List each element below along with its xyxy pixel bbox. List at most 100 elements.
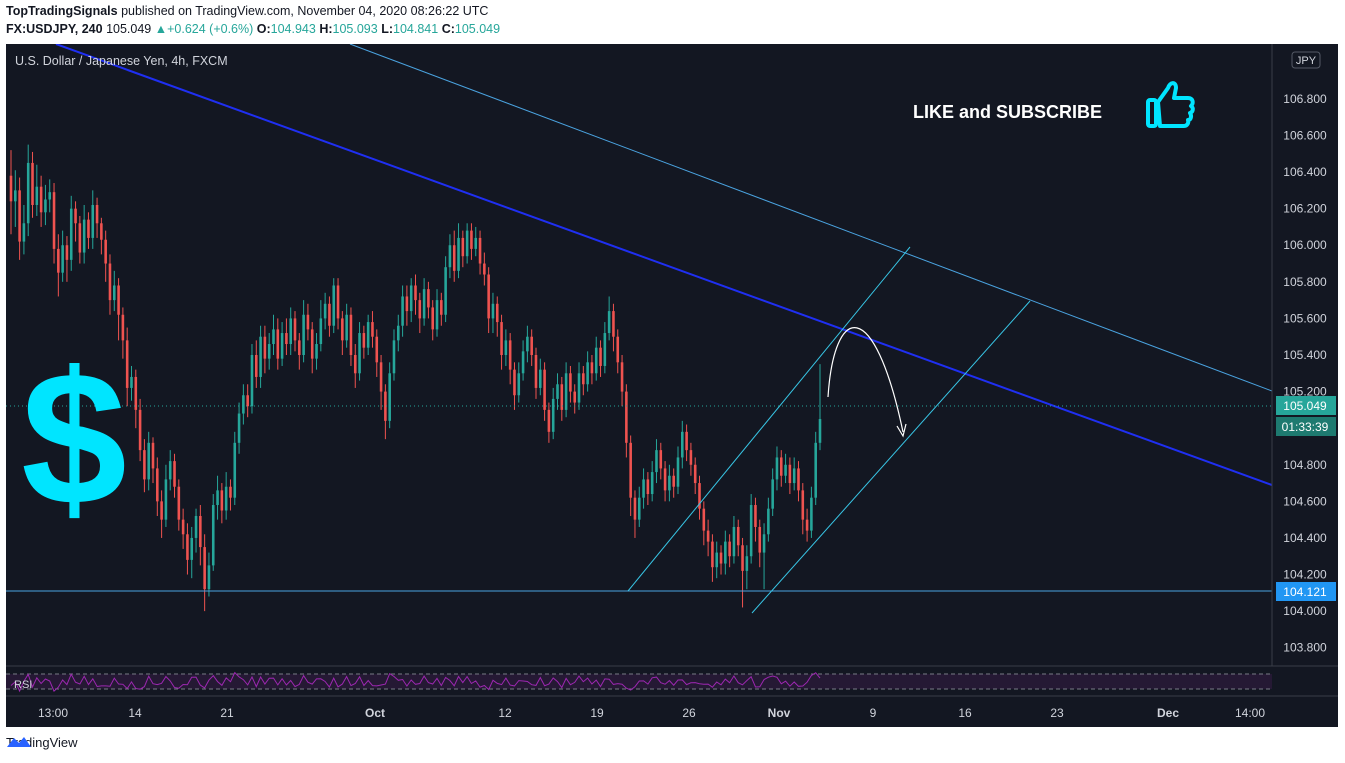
- candle: [650, 461, 654, 502]
- x-tick-label: 16: [958, 706, 972, 720]
- y-tick-label: 104.200: [1283, 568, 1327, 582]
- high-value: 105.093: [332, 22, 378, 36]
- y-tick-label: 104.800: [1283, 458, 1327, 472]
- candle: [530, 329, 533, 366]
- candle: [379, 355, 383, 410]
- candle: [91, 190, 95, 249]
- candle: [332, 278, 336, 334]
- candle: [655, 439, 658, 484]
- x-tick-label: 13:00: [38, 706, 68, 720]
- currency-badge[interactable]: JPY: [1291, 51, 1321, 69]
- candle: [685, 424, 688, 462]
- candle: [629, 435, 632, 516]
- candle: [100, 217, 103, 255]
- y-tick-label: 106.000: [1283, 238, 1327, 252]
- candle: [65, 236, 69, 282]
- last-price-text: 105.049: [106, 22, 152, 36]
- projection-arrow[interactable]: [827, 327, 904, 433]
- candle: [715, 541, 719, 579]
- candle: [22, 204, 26, 255]
- candle: [758, 519, 762, 568]
- candle: [173, 453, 176, 498]
- candle: [9, 150, 13, 235]
- candle: [702, 501, 706, 546]
- x-tick-label: 23: [1050, 706, 1064, 720]
- candle: [483, 252, 486, 286]
- candle: [422, 278, 426, 326]
- candle: [564, 362, 568, 418]
- candle: [121, 307, 125, 359]
- y-tick-label: 104.000: [1283, 604, 1327, 618]
- candles-group: [9, 144, 822, 612]
- rsi-label: RSI: [14, 679, 32, 691]
- candle: [784, 453, 787, 484]
- candle: [517, 362, 521, 403]
- candle: [250, 344, 254, 414]
- candle: [207, 552, 211, 597]
- candle: [254, 340, 258, 388]
- candle: [461, 230, 465, 268]
- candle: [508, 333, 512, 385]
- time-axis[interactable]: 13:00 14 21 Oct 12 19 26 Nov 9 16 23 Dec 14:00: [6, 695, 1338, 727]
- candle: [810, 486, 813, 538]
- candle: [724, 530, 727, 575]
- low-value: 104.841: [393, 22, 439, 36]
- candle: [693, 457, 697, 495]
- drawings-group: [6, 44, 1273, 614]
- tradingview-logo-icon: [7, 737, 31, 747]
- candle: [18, 177, 21, 260]
- candle: [336, 278, 340, 330]
- candle: [452, 230, 456, 282]
- chart-area[interactable]: U.S. Dollar / Japanese Yen, 4h, FXCM LIK…: [6, 44, 1338, 727]
- candle: [788, 457, 792, 495]
- candle: [388, 362, 391, 429]
- candle: [431, 300, 435, 341]
- candle: [526, 325, 529, 363]
- candle: [465, 223, 469, 264]
- change-up-icon: ▲: [154, 22, 168, 36]
- rsi-pane[interactable]: RSI: [6, 665, 1338, 696]
- publisher-name[interactable]: TopTradingSignals: [6, 4, 118, 18]
- channel-lower-line[interactable]: [751, 300, 1031, 614]
- candle: [289, 307, 292, 355]
- x-tick-label: 26: [682, 706, 696, 720]
- candle: [556, 373, 559, 410]
- main-downtrend-line[interactable]: [55, 44, 1273, 486]
- candle: [637, 486, 641, 527]
- change-text: +0.624 (+0.6%): [167, 22, 254, 36]
- candle: [168, 450, 172, 491]
- candle: [560, 376, 564, 421]
- candle: [203, 534, 206, 612]
- upper-downtrend-line[interactable]: [349, 44, 1273, 392]
- candle: [663, 461, 667, 502]
- candle: [138, 398, 142, 462]
- candle: [495, 296, 499, 337]
- open-label: O:: [256, 22, 271, 36]
- candle: [659, 442, 663, 480]
- candle: [616, 329, 620, 374]
- candle: [801, 483, 805, 535]
- last-price-label-text: 105.049: [1283, 399, 1327, 413]
- candle: [117, 278, 120, 341]
- chart-title: U.S. Dollar / Japanese Yen, 4h, FXCM: [15, 54, 228, 68]
- candle: [302, 300, 305, 363]
- last-price-label: 105.049 01:33:39: [1276, 396, 1336, 436]
- candle: [448, 234, 452, 279]
- candle: [440, 292, 443, 326]
- candle: [586, 351, 589, 392]
- candle: [805, 508, 809, 542]
- candle: [612, 303, 615, 352]
- tradingview-footer[interactable]: TradingView: [6, 735, 78, 750]
- candle: [328, 296, 331, 337]
- candle: [749, 494, 753, 564]
- candle: [736, 519, 740, 557]
- candle: [61, 230, 64, 282]
- candle: [358, 322, 361, 381]
- candlestick-chart[interactable]: U.S. Dollar / Japanese Yen, 4h, FXCM LIK…: [6, 44, 1338, 727]
- y-tick-label: 105.400: [1283, 348, 1327, 362]
- channel-upper-line[interactable]: [627, 246, 911, 592]
- candle: [590, 355, 594, 385]
- candle: [306, 303, 310, 341]
- candle: [681, 420, 684, 469]
- candle: [147, 431, 150, 491]
